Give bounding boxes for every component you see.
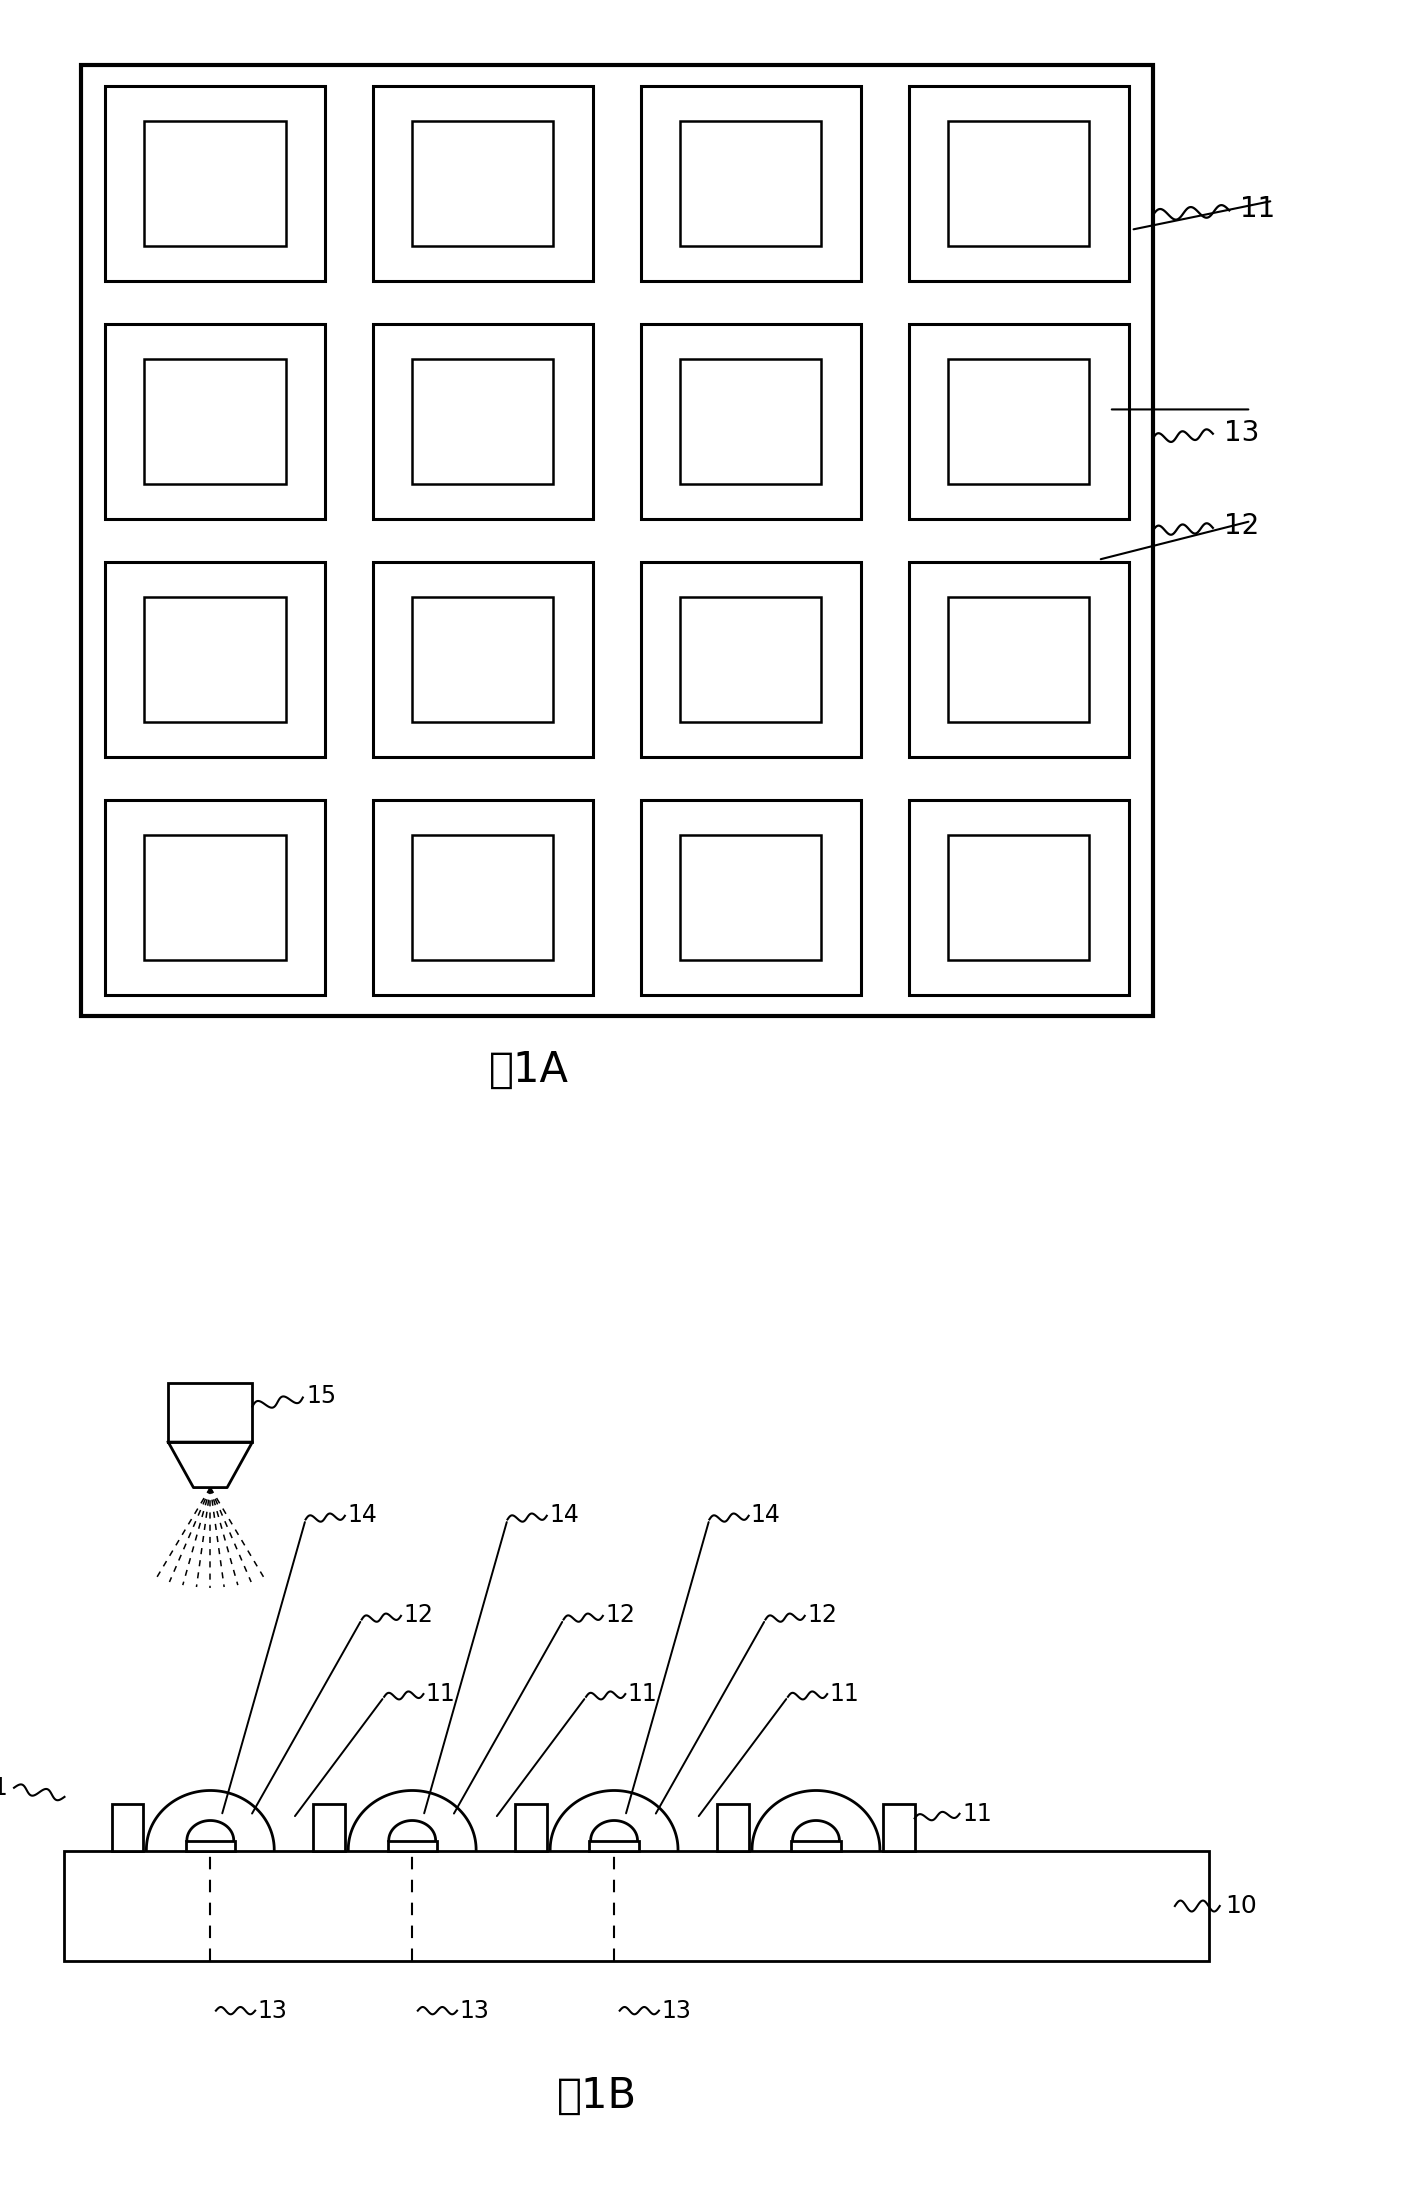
- Text: 11: 11: [426, 1681, 456, 1705]
- Text: 图1B: 图1B: [557, 2074, 638, 2118]
- Text: 12: 12: [808, 1604, 837, 1628]
- Bar: [516, 1805, 547, 1851]
- Text: 图1A: 图1A: [489, 1048, 569, 1092]
- Bar: [641, 324, 861, 518]
- Bar: [314, 1805, 345, 1851]
- Bar: [680, 360, 822, 483]
- Text: 12: 12: [606, 1604, 635, 1628]
- Bar: [105, 563, 325, 757]
- Text: 10: 10: [1225, 1895, 1258, 1917]
- Bar: [144, 598, 286, 721]
- Bar: [908, 86, 1129, 282]
- Bar: [641, 563, 861, 757]
- Bar: [185, 1840, 236, 1851]
- Text: 14: 14: [751, 1502, 781, 1527]
- Text: 13: 13: [258, 1999, 287, 2023]
- Bar: [680, 598, 822, 721]
- Text: 11: 11: [0, 1776, 8, 1800]
- Bar: [908, 799, 1129, 995]
- Bar: [791, 1840, 841, 1851]
- Text: 11: 11: [830, 1681, 859, 1705]
- Bar: [373, 324, 593, 518]
- Bar: [112, 1805, 143, 1851]
- Bar: [680, 121, 822, 247]
- Bar: [908, 324, 1129, 518]
- Bar: [387, 1840, 437, 1851]
- Text: 15: 15: [306, 1383, 336, 1407]
- Bar: [144, 834, 286, 960]
- Text: 13: 13: [662, 1999, 691, 2023]
- Bar: [908, 563, 1129, 757]
- Bar: [883, 1805, 914, 1851]
- Bar: [105, 324, 325, 518]
- Text: 14: 14: [550, 1502, 579, 1527]
- Bar: [144, 360, 286, 483]
- Bar: [948, 121, 1089, 247]
- Bar: [373, 86, 593, 282]
- Bar: [105, 86, 325, 282]
- Text: 13: 13: [1224, 419, 1259, 448]
- Text: 11: 11: [628, 1681, 658, 1705]
- Text: 12: 12: [1224, 512, 1259, 540]
- Bar: [412, 360, 554, 483]
- Text: 12: 12: [404, 1604, 433, 1628]
- Bar: [412, 121, 554, 247]
- Text: 14: 14: [348, 1502, 377, 1527]
- Bar: [373, 563, 593, 757]
- Bar: [589, 1840, 639, 1851]
- Bar: [948, 834, 1089, 960]
- Bar: [948, 360, 1089, 483]
- Bar: [412, 834, 554, 960]
- Bar: [144, 121, 286, 247]
- Bar: [680, 834, 822, 960]
- Text: 13: 13: [460, 1999, 489, 2023]
- Bar: [641, 86, 861, 282]
- Bar: [105, 799, 325, 995]
- Bar: [641, 799, 861, 995]
- Bar: [948, 598, 1089, 721]
- Bar: [718, 1805, 749, 1851]
- Bar: [373, 799, 593, 995]
- Bar: [412, 598, 554, 721]
- Text: 11: 11: [963, 1802, 993, 1827]
- Bar: [168, 1383, 252, 1443]
- Text: 11: 11: [1241, 194, 1276, 223]
- Bar: [64, 1851, 1209, 1961]
